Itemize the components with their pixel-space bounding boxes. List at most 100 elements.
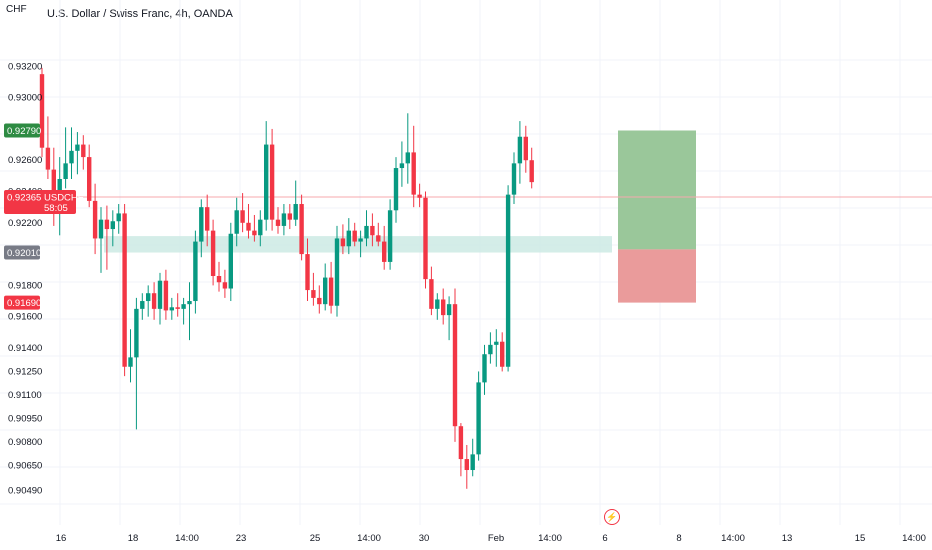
support-price-tag <box>4 245 40 260</box>
x-tick-label: Feb <box>488 533 504 544</box>
candle-body <box>39 74 45 148</box>
candle-body <box>81 144 86 158</box>
candle-body <box>181 304 186 309</box>
chart-title: U.S. Dollar / Swiss Franc, 4h, OANDA <box>47 8 233 20</box>
lightning-icon[interactable]: ⚡ <box>604 509 620 525</box>
candle-body <box>464 459 469 471</box>
candle-body <box>234 210 239 234</box>
candle-body <box>529 160 534 183</box>
y-tick-label: 0.90490 <box>8 485 42 496</box>
candle-body <box>441 299 446 316</box>
candle-body <box>511 163 517 195</box>
candle-body <box>252 230 257 236</box>
candle-body <box>311 290 316 298</box>
current-price-text: 0.92365 <box>7 192 41 203</box>
y-tick-label: 0.91250 <box>8 366 42 377</box>
y-tick-label: 0.92600 <box>8 155 42 166</box>
candle-body <box>476 382 481 455</box>
candle-body <box>417 194 422 198</box>
x-tick-label: 14:00 <box>721 533 745 544</box>
x-axis: 16 18 14:00 23 25 14:00 30 Feb 14:00 6 8 14:00 13 15 1… <box>56 533 926 544</box>
candle-body <box>435 299 440 309</box>
countdown-text: 58:05 <box>44 203 68 214</box>
x-tick-label: 25 <box>310 533 321 544</box>
candle-body <box>446 304 452 316</box>
grid-lines <box>0 0 932 525</box>
candle-body <box>75 144 80 151</box>
x-tick-label: 14:00 <box>175 533 199 544</box>
currency-label: CHF <box>6 4 27 15</box>
candle-body <box>92 200 98 239</box>
take-profit-zone[interactable] <box>618 130 696 250</box>
candle-body <box>45 147 51 170</box>
candles <box>39 67 534 489</box>
candle-body <box>140 301 145 309</box>
candle-body <box>370 225 375 236</box>
x-tick-label: 30 <box>419 533 430 544</box>
candle-body <box>458 426 464 460</box>
current-price-tag <box>4 189 76 214</box>
candle-body <box>411 152 416 195</box>
x-tick-label: 14:00 <box>357 533 381 544</box>
y-tick-label: 0.93200 <box>8 61 42 72</box>
candle-body <box>299 204 304 255</box>
y-tick-label: 0.91600 <box>8 312 42 323</box>
candle-body <box>376 235 381 242</box>
candle-body <box>258 219 263 236</box>
y-tick-label: 0.91400 <box>8 343 42 354</box>
candle-body <box>128 357 133 367</box>
y-tick-label: 0.93000 <box>8 93 42 104</box>
candle-body <box>281 213 287 226</box>
candle-body <box>287 213 292 220</box>
candle-body <box>523 136 528 161</box>
candle-body <box>323 277 328 305</box>
candle-body <box>405 152 410 164</box>
y-tick-label: 0.90800 <box>8 437 42 448</box>
candle-body <box>69 150 74 164</box>
candle-body <box>175 307 180 309</box>
candle-body <box>116 213 121 222</box>
candle-body <box>488 344 493 355</box>
candle-body <box>51 169 56 211</box>
candle-body <box>205 207 210 231</box>
stop-loss-zone[interactable] <box>618 249 696 303</box>
candle-body <box>199 207 204 242</box>
candle-body <box>452 304 458 427</box>
candle-body <box>423 197 428 280</box>
candle-body <box>151 293 157 309</box>
x-tick-label: 18 <box>128 533 139 544</box>
candle-body <box>187 301 192 305</box>
candle-body <box>387 210 393 262</box>
candle-body <box>293 204 298 220</box>
high-price-tag-text: 0.92790 <box>7 126 41 137</box>
y-tick-label: 0.91100 <box>8 390 42 401</box>
x-tick-label: 14:00 <box>902 533 926 544</box>
candle-body <box>193 241 198 302</box>
candle-body <box>210 230 216 276</box>
candle-body <box>169 307 174 311</box>
candle-body <box>317 297 322 305</box>
candle-body <box>269 144 275 220</box>
candle-body <box>399 163 405 169</box>
candle-body <box>110 221 115 230</box>
candle-body <box>352 230 357 242</box>
stop-price-tag <box>4 295 40 310</box>
candle-body <box>134 308 139 358</box>
support-price-tag-text: 0.92010 <box>7 248 41 259</box>
candle-body <box>346 230 351 247</box>
x-tick-label: 6 <box>602 533 607 544</box>
y-tick-label: 0.92200 <box>8 218 42 229</box>
candle-body <box>146 293 151 302</box>
candle-body <box>163 280 169 311</box>
candle-body <box>517 136 523 164</box>
candle-body <box>122 213 127 367</box>
candle-body <box>98 219 104 239</box>
candle-body <box>364 225 369 239</box>
x-tick-label: 23 <box>236 533 247 544</box>
candle-body <box>429 279 434 309</box>
candle-body <box>470 454 475 471</box>
y-tick-label: 0.90950 <box>8 413 42 424</box>
candle-body <box>87 157 92 201</box>
